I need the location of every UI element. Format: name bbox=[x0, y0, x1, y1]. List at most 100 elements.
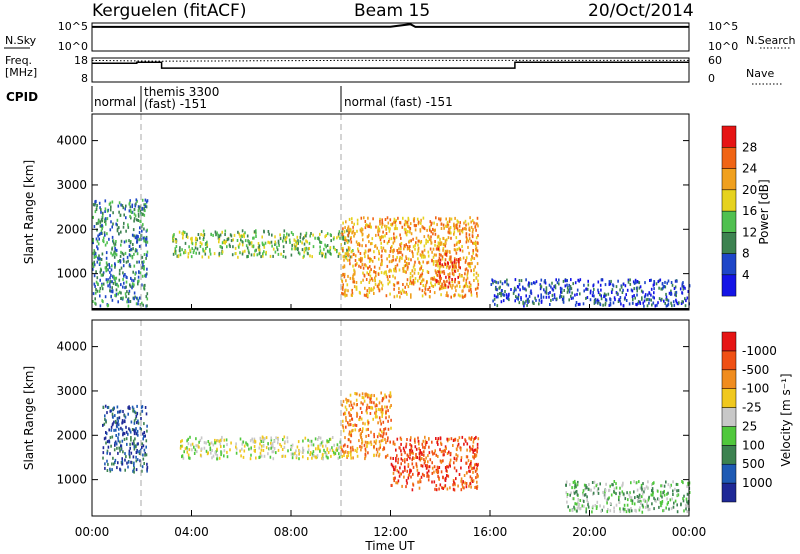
echo-cell bbox=[374, 271, 377, 274]
echo-cell bbox=[451, 268, 453, 272]
echo-cell bbox=[641, 510, 644, 514]
echo-cell bbox=[439, 241, 441, 245]
echo-cell bbox=[262, 252, 264, 256]
echo-cell bbox=[267, 442, 269, 446]
echo-cell bbox=[437, 467, 439, 471]
echo-cell bbox=[621, 484, 623, 488]
echo-cell bbox=[527, 297, 530, 301]
echo-cell bbox=[145, 295, 148, 299]
echo-cell bbox=[358, 258, 360, 262]
echo-cell bbox=[614, 298, 616, 302]
echo-cell bbox=[112, 222, 114, 226]
echo-cell bbox=[522, 302, 525, 306]
echo-cell bbox=[471, 230, 474, 234]
echo-cell bbox=[425, 238, 427, 242]
echo-cell bbox=[346, 252, 348, 256]
echo-cell bbox=[378, 288, 381, 292]
echo-cell bbox=[444, 449, 446, 453]
echo-cell bbox=[209, 252, 212, 256]
echo-cell bbox=[350, 240, 353, 244]
echo-cell bbox=[361, 232, 364, 236]
echo-cell bbox=[260, 255, 262, 259]
echo-cell bbox=[106, 268, 109, 272]
echo-cell bbox=[467, 222, 470, 226]
echo-cell bbox=[202, 229, 205, 233]
echo-cell bbox=[363, 252, 366, 255]
echo-cell bbox=[352, 264, 354, 268]
echo-cell bbox=[366, 235, 369, 239]
echo-cell bbox=[431, 466, 434, 470]
echo-cell bbox=[125, 239, 128, 243]
echo-cell bbox=[639, 300, 641, 304]
echo-cell bbox=[116, 466, 118, 470]
echo-cell bbox=[373, 292, 375, 295]
echo-cell bbox=[381, 262, 383, 266]
echo-cell bbox=[367, 419, 369, 423]
echo-cell bbox=[363, 274, 366, 278]
echo-cell bbox=[465, 282, 467, 286]
echo-cell bbox=[640, 289, 643, 293]
echo-cell bbox=[115, 442, 118, 446]
echo-cell bbox=[283, 435, 286, 439]
echo-cell bbox=[398, 268, 401, 272]
echo-cell bbox=[355, 287, 358, 291]
echo-cell bbox=[272, 247, 275, 251]
echo-cell bbox=[392, 250, 394, 254]
echo-cell bbox=[407, 216, 410, 220]
echo-cell bbox=[133, 466, 135, 470]
echo-cell bbox=[127, 225, 130, 229]
echo-cell bbox=[127, 465, 129, 469]
freq-line bbox=[92, 61, 689, 69]
echo-cell bbox=[407, 455, 409, 459]
echo-cell bbox=[288, 233, 290, 237]
echo-cell bbox=[137, 235, 139, 239]
echo-cell bbox=[419, 282, 422, 285]
echo-cell bbox=[446, 439, 449, 443]
echo-cell bbox=[461, 485, 464, 489]
echo-cell bbox=[554, 284, 557, 288]
echo-cell bbox=[565, 480, 568, 484]
echo-cell bbox=[381, 287, 383, 291]
echo-cell bbox=[381, 439, 384, 442]
echo-cell bbox=[438, 256, 441, 260]
echo-cell bbox=[108, 428, 110, 432]
echo-cell bbox=[231, 253, 234, 257]
echo-cell bbox=[188, 245, 190, 249]
colorbar-segment bbox=[721, 189, 737, 212]
echo-cell bbox=[394, 476, 396, 480]
echo-cell bbox=[394, 276, 396, 280]
echo-cell bbox=[439, 272, 441, 276]
echo-cell bbox=[472, 450, 475, 454]
echo-cell bbox=[574, 483, 576, 487]
echo-cell bbox=[259, 442, 261, 446]
echo-cell bbox=[457, 484, 459, 488]
echo-cell bbox=[181, 248, 183, 252]
echo-cell bbox=[525, 294, 527, 298]
echo-cell bbox=[441, 270, 444, 274]
echo-cell bbox=[239, 437, 242, 441]
echo-cell bbox=[429, 295, 431, 299]
echo-cell bbox=[101, 282, 103, 286]
echo-cell bbox=[241, 252, 244, 256]
echo-cell bbox=[202, 233, 204, 237]
echo-cell bbox=[422, 278, 425, 282]
echo-cell bbox=[540, 293, 542, 297]
echo-cell bbox=[248, 251, 250, 255]
echo-cell bbox=[133, 208, 136, 211]
echo-cell bbox=[290, 446, 293, 450]
echo-cell bbox=[342, 425, 345, 429]
echo-cell bbox=[143, 462, 145, 465]
echo-cell bbox=[100, 210, 102, 214]
echo-cell bbox=[260, 448, 263, 452]
echo-cell bbox=[470, 287, 472, 291]
echo-cell bbox=[388, 415, 390, 419]
echo-cell bbox=[104, 210, 106, 213]
echo-cell bbox=[96, 204, 98, 207]
echo-cell bbox=[431, 450, 433, 454]
echo-cell bbox=[625, 510, 628, 514]
echo-cell bbox=[549, 291, 551, 294]
echo-cell bbox=[439, 263, 442, 267]
echo-cell bbox=[500, 294, 502, 298]
echo-cell bbox=[410, 436, 412, 440]
echo-cell bbox=[475, 242, 477, 246]
